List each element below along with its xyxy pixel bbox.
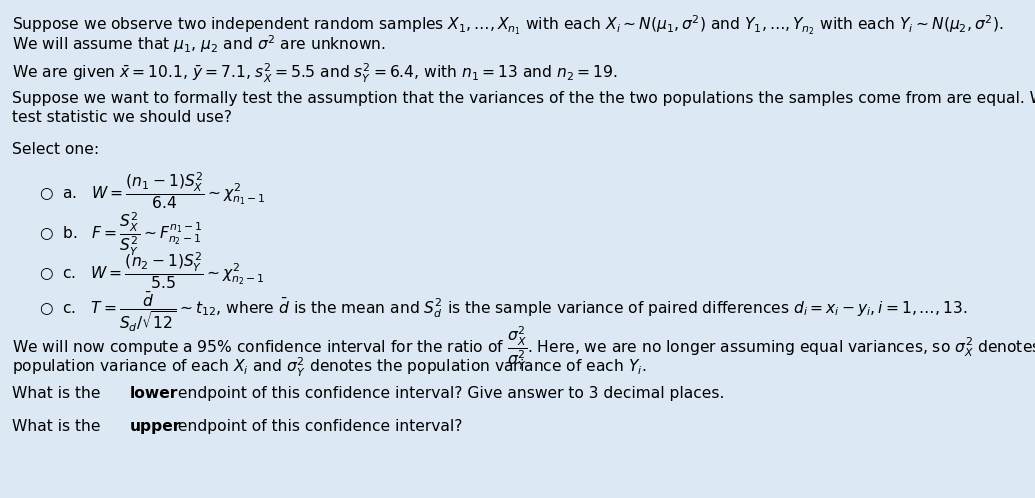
Text: test statistic we should use?: test statistic we should use? [12,110,233,125]
Text: Suppose we observe two independent random samples $X_1, \ldots, X_{n_1}$ with ea: Suppose we observe two independent rando… [12,14,1004,37]
Text: What is the: What is the [12,419,106,434]
Text: Suppose we want to formally test the assumption that the variances of the the tw: Suppose we want to formally test the ass… [12,91,1035,106]
Text: lower: lower [129,386,178,401]
Text: What is the: What is the [12,386,106,401]
Text: endpoint of this confidence interval?: endpoint of this confidence interval? [173,419,463,434]
Text: We will now compute a 95% confidence interval for the ratio of $\dfrac{\sigma^2_: We will now compute a 95% confidence int… [12,325,1035,372]
Text: $\bigcirc$  b.   $F = \dfrac{S^2_X}{S^2_Y} \sim F^{n_1-1}_{n_2-1}$: $\bigcirc$ b. $F = \dfrac{S^2_X}{S^2_Y} … [39,211,203,258]
Text: endpoint of this confidence interval? Give answer to 3 decimal places.: endpoint of this confidence interval? Gi… [173,386,724,401]
Text: Select one:: Select one: [12,142,99,157]
Text: $\bigcirc$  c.   $W = \dfrac{(n_2-1)S^2_Y}{5.5} \sim \chi^2_{n_2-1}$: $\bigcirc$ c. $W = \dfrac{(n_2-1)S^2_Y}{… [39,250,265,290]
Text: We will assume that $\mu_1$, $\mu_2$ and $\sigma^2$ are unknown.: We will assume that $\mu_1$, $\mu_2$ and… [12,33,386,55]
Text: $\bigcirc$  a.   $W = \dfrac{(n_1-1)S^2_X}{6.4} \sim \chi^2_{n_1-1}$: $\bigcirc$ a. $W = \dfrac{(n_1-1)S^2_X}{… [39,171,266,211]
Text: We are given $\bar{x} = 10.1$, $\bar{y} = 7.1$, $s^2_X = 5.5$ and $s^2_Y = 6.4$,: We are given $\bar{x} = 10.1$, $\bar{y} … [12,62,618,85]
Text: population variance of each $X_i$ and $\sigma^2_Y$ denotes the population varian: population variance of each $X_i$ and $\… [12,356,647,379]
Text: $\bigcirc$  c.   $T = \dfrac{\bar{d}}{S_d/\sqrt{12}} \sim t_{12}$, where $\bar{d: $\bigcirc$ c. $T = \dfrac{\bar{d}}{S_d/\… [39,290,968,335]
Text: upper: upper [129,419,181,434]
